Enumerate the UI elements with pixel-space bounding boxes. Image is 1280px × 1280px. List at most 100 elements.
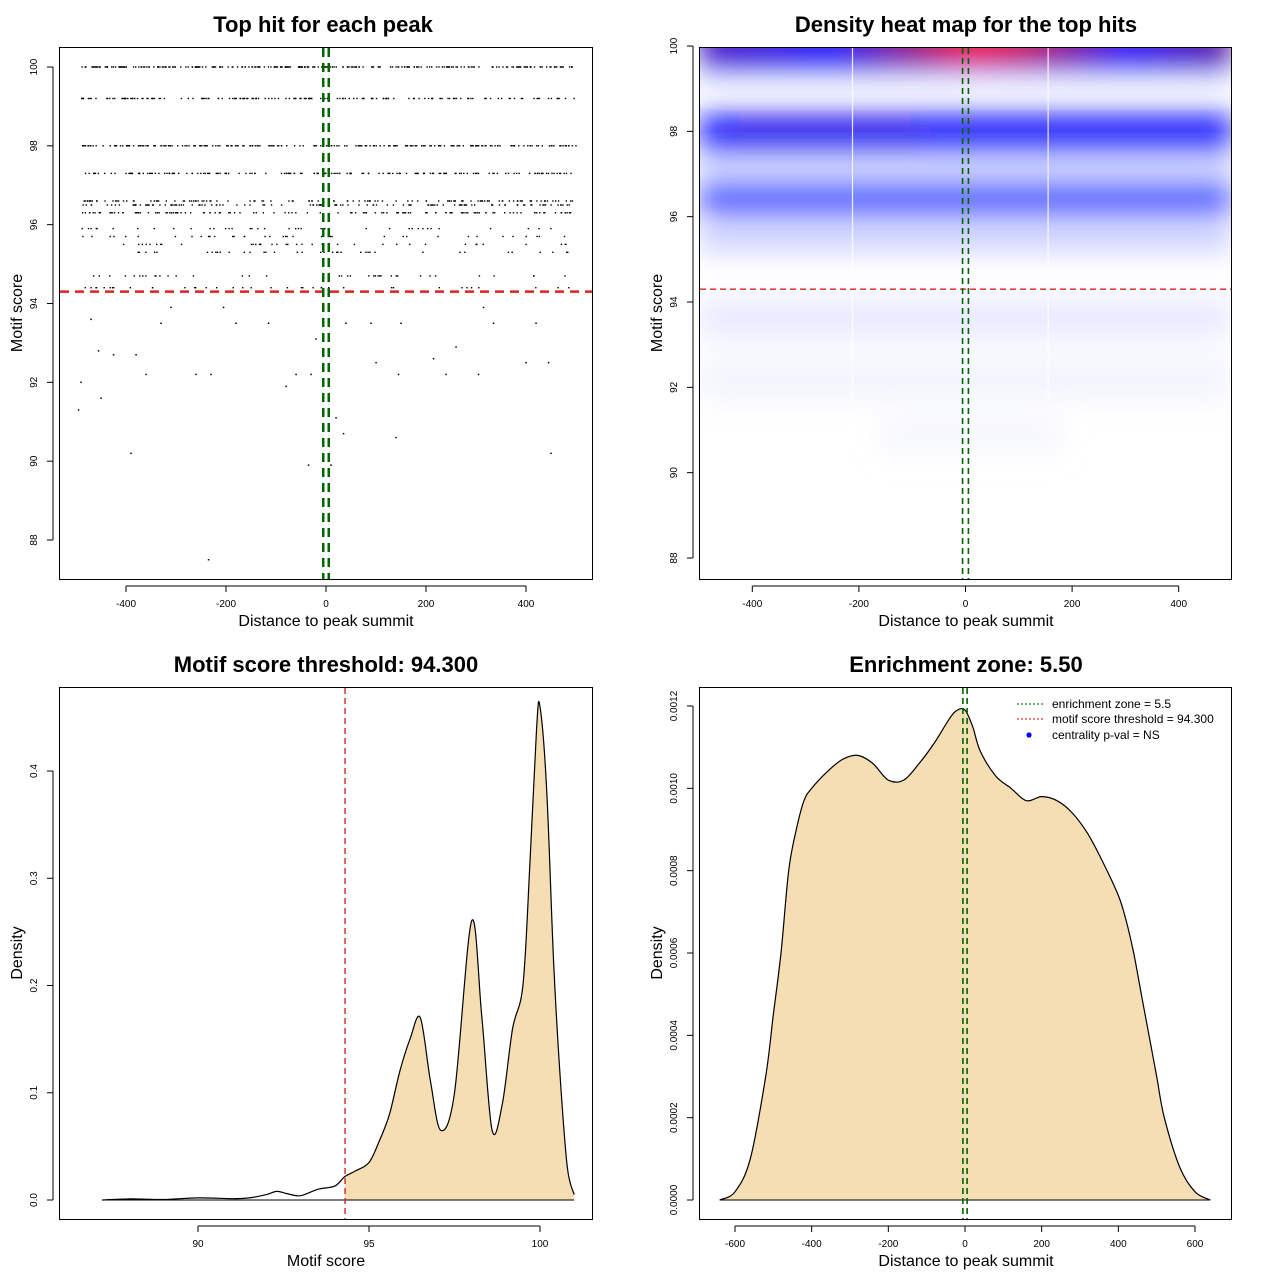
scatter-point — [556, 172, 558, 175]
scatter-point — [525, 243, 527, 246]
scatter-point — [209, 235, 211, 238]
scatter-point — [414, 145, 416, 147]
scatter-point — [191, 204, 193, 206]
scatter-point — [564, 145, 567, 147]
scatter-point — [260, 243, 262, 246]
scatter-point — [285, 66, 287, 68]
scatter-point — [553, 145, 555, 147]
scatter-point — [295, 212, 297, 214]
scatter-point — [209, 227, 211, 230]
scatter-point — [81, 227, 83, 230]
scatter-point — [155, 200, 158, 202]
panel3-marks — [102, 688, 575, 1219]
scatter-point — [104, 66, 106, 68]
scatter-point — [210, 373, 212, 376]
scatter-point — [301, 243, 303, 246]
scatter-point — [460, 97, 462, 100]
scatter-point — [199, 145, 202, 147]
scatter-point — [413, 66, 415, 68]
scatter-point — [489, 227, 492, 230]
scatter-point — [232, 235, 234, 238]
scatter-point — [270, 287, 272, 289]
scatter-point — [539, 212, 541, 214]
scatter-point — [541, 66, 543, 68]
scatter-point — [470, 287, 473, 289]
heatmap-band-98-core — [730, 123, 920, 140]
scatter-point — [372, 97, 374, 100]
scatter-point — [106, 97, 108, 100]
scatter-point — [542, 172, 544, 175]
scatter-point — [411, 227, 413, 230]
panel3-frame — [59, 687, 593, 1220]
scatter-point — [93, 66, 95, 68]
scatter-point — [361, 145, 363, 147]
scatter-point — [368, 172, 370, 175]
scatter-point — [190, 212, 192, 214]
scatter-point — [90, 318, 92, 321]
scatter-point — [270, 66, 272, 68]
scatter-point — [424, 243, 427, 246]
scatter-point — [264, 97, 266, 100]
scatter-point — [551, 145, 553, 147]
scatter-point — [317, 66, 319, 68]
scatter-point — [434, 275, 437, 277]
scatter-point — [187, 97, 189, 100]
scatter-point — [363, 97, 365, 100]
scatter-point — [438, 200, 440, 202]
panel1-y-tick-label: 96 — [29, 219, 40, 231]
scatter-point — [315, 338, 317, 340]
scatter-point — [183, 200, 186, 202]
scatter-point — [100, 397, 102, 399]
panel3-y-tick-label: 0.2 — [29, 978, 40, 992]
scatter-point — [86, 200, 89, 202]
scatter-point — [92, 145, 94, 147]
scatter-point — [407, 66, 410, 68]
heatmap-band-96 — [699, 185, 1232, 214]
panel4-x-tick-label: 400 — [1110, 1239, 1127, 1250]
scatter-point — [276, 66, 279, 68]
panel1-x-tick-label: -400 — [116, 599, 136, 610]
scatter-point — [98, 66, 100, 68]
scatter-point — [371, 66, 373, 68]
scatter-point — [95, 66, 97, 68]
scatter-point — [212, 145, 214, 147]
scatter-point — [113, 145, 116, 147]
scatter-point — [477, 145, 479, 147]
scatter-point — [130, 97, 132, 100]
scatter-point — [285, 172, 288, 175]
scatter-point — [442, 204, 444, 206]
scatter-point — [139, 275, 141, 277]
scatter-point — [154, 145, 156, 147]
scatter-point — [132, 66, 135, 68]
scatter-point — [331, 172, 333, 175]
scatter-point — [379, 66, 381, 68]
scatter-point — [351, 212, 353, 214]
scatter-point — [453, 204, 456, 206]
scatter-point — [505, 66, 508, 68]
scatter-point — [163, 97, 166, 100]
scatter-point — [534, 212, 536, 214]
scatter-point — [109, 235, 111, 238]
scatter-point — [318, 204, 320, 206]
scatter-point — [429, 172, 432, 175]
scatter-point — [523, 145, 525, 147]
scatter-point — [213, 235, 216, 238]
density-fill — [719, 708, 1211, 1200]
scatter-point — [95, 227, 97, 230]
scatter-point — [544, 212, 546, 214]
panel4-xlabel: Distance to peak summit — [878, 1253, 1054, 1270]
scatter-point — [201, 145, 203, 147]
scatter-point — [406, 145, 408, 147]
scatter-point — [371, 97, 373, 100]
scatter-point — [254, 145, 257, 147]
scatter-point — [432, 172, 435, 175]
panel2-y-tick-label: 94 — [669, 296, 680, 308]
scatter-point — [109, 212, 111, 214]
scatter-point — [488, 172, 490, 175]
scatter-point — [395, 66, 397, 68]
scatter-point — [284, 235, 287, 238]
scatter-point — [156, 200, 159, 202]
scatter-point — [447, 200, 449, 202]
scatter-point — [530, 200, 533, 202]
